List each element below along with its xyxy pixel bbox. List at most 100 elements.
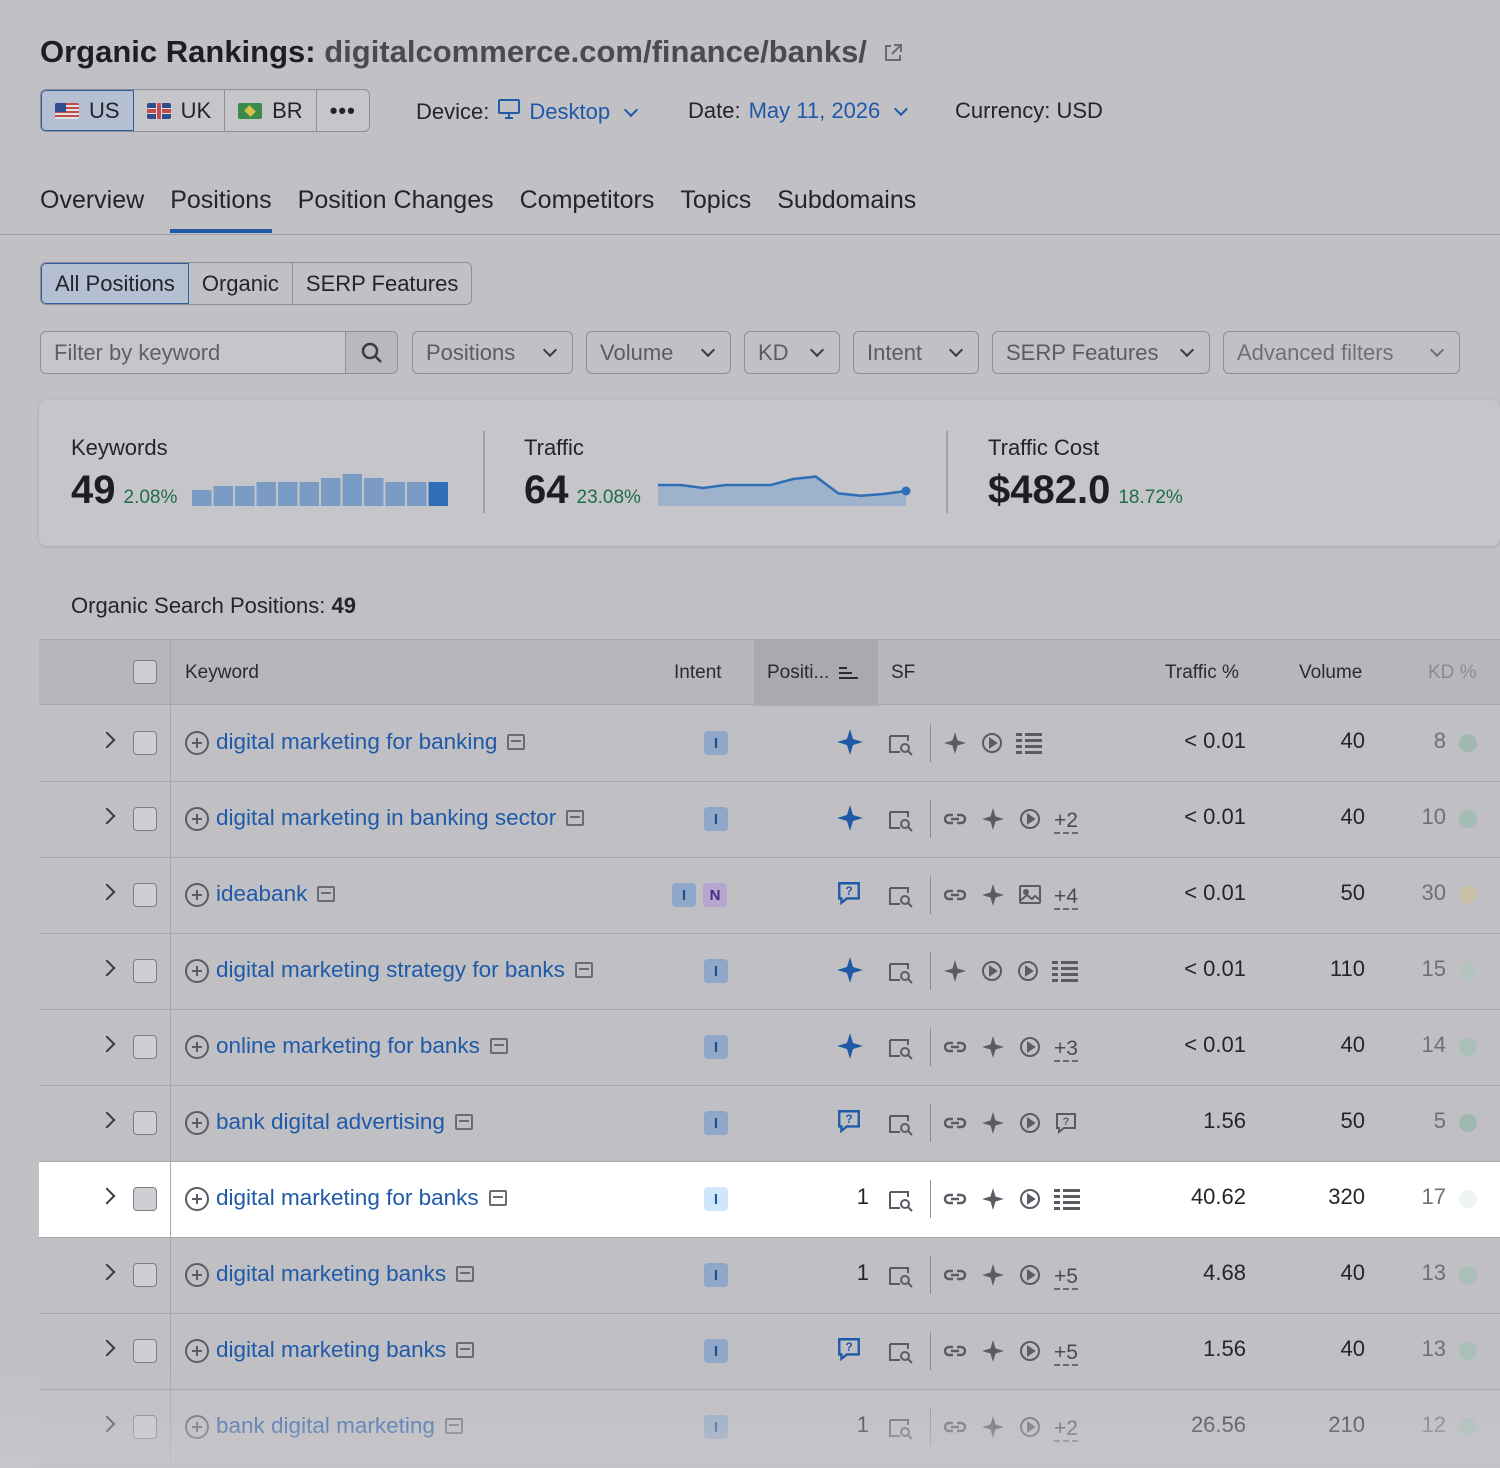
intent-badge-i[interactable]: I (704, 1339, 728, 1363)
domain-link[interactable]: digitalcommerce.com/finance/banks/ (324, 34, 867, 69)
row-checkbox[interactable] (133, 731, 157, 755)
country-br-button[interactable]: BR (225, 90, 317, 131)
intent-badge-i[interactable]: I (704, 1415, 728, 1439)
add-keyword-icon[interactable] (185, 731, 209, 755)
ai-overview-position-icon[interactable] (836, 956, 864, 989)
tab-topics[interactable]: Topics (680, 186, 752, 214)
intent-badge-i[interactable]: I (704, 959, 728, 983)
device-selector[interactable]: Device: Desktop (416, 98, 642, 126)
serp-snapshot-icon[interactable] (456, 1342, 475, 1358)
ai-overview-position-icon[interactable] (836, 804, 864, 837)
serp-lookup-icon[interactable] (888, 884, 914, 913)
date-selector[interactable]: Date: May 11, 2026 (688, 98, 912, 124)
row-checkbox[interactable] (133, 1263, 157, 1287)
add-keyword-icon[interactable] (185, 807, 209, 831)
serp-lookup-icon[interactable] (888, 1264, 914, 1293)
row-checkbox[interactable] (133, 959, 157, 983)
intent-badge-i[interactable]: I (704, 1111, 728, 1135)
select-all-checkbox[interactable] (133, 660, 157, 684)
keyword-link[interactable]: digital marketing banks (216, 1261, 475, 1287)
row-checkbox[interactable] (133, 1339, 157, 1363)
keyword-link[interactable]: digital marketing for banks (216, 1185, 507, 1211)
serp-lookup-icon[interactable] (888, 1416, 914, 1445)
serp-snapshot-icon[interactable] (444, 1418, 463, 1434)
more-features-link[interactable]: +3 (1054, 1036, 1078, 1062)
serp-lookup-icon[interactable] (888, 732, 914, 761)
more-features-link[interactable]: +5 (1054, 1264, 1078, 1290)
serp-features-filter-dropdown[interactable]: SERP Features (992, 331, 1210, 374)
serp-lookup-icon[interactable] (888, 808, 914, 837)
more-features-link[interactable]: +5 (1054, 1340, 1078, 1366)
expand-row-chevron-icon[interactable] (98, 1415, 116, 1433)
intent-badge-i[interactable]: I (672, 883, 696, 907)
row-checkbox[interactable] (133, 883, 157, 907)
segment-serp-features[interactable]: SERP Features (305, 270, 459, 296)
intent-badge-i[interactable]: I (704, 1035, 728, 1059)
kd-filter-dropdown[interactable]: KD (744, 331, 840, 374)
keyword-filter-input[interactable] (41, 332, 345, 373)
country-uk-button[interactable]: UK (134, 90, 226, 131)
serp-snapshot-icon[interactable] (454, 1114, 473, 1130)
serp-lookup-icon[interactable] (888, 960, 914, 989)
expand-row-chevron-icon[interactable] (98, 1339, 116, 1357)
column-keyword[interactable]: Keyword (185, 662, 259, 683)
serp-lookup-icon[interactable] (888, 1112, 914, 1141)
positions-filter-dropdown[interactable]: Positions (412, 331, 573, 374)
traffic-metric[interactable]: 64 23.08% (524, 468, 641, 512)
add-keyword-icon[interactable] (185, 959, 209, 983)
column-sf[interactable]: SF (891, 662, 916, 683)
intent-badge-i[interactable]: I (704, 1187, 728, 1211)
search-button[interactable] (345, 332, 397, 373)
expand-row-chevron-icon[interactable] (98, 1263, 116, 1281)
expand-row-chevron-icon[interactable] (98, 1111, 116, 1129)
country-us-button[interactable]: US (41, 90, 134, 131)
keyword-link[interactable]: digital marketing strategy for banks (216, 957, 593, 983)
expand-row-chevron-icon[interactable] (98, 1035, 116, 1053)
segment-organic[interactable]: Organic (189, 263, 293, 304)
column-volume[interactable]: Volume (1299, 662, 1363, 683)
tab-overview[interactable]: Overview (40, 186, 145, 214)
intent-badge-n[interactable]: N (703, 883, 727, 907)
external-link-icon[interactable] (882, 36, 904, 72)
expand-row-chevron-icon[interactable] (98, 959, 116, 977)
tab-competitors[interactable]: Competitors (519, 186, 655, 214)
keyword-link[interactable]: online marketing for banks (216, 1033, 508, 1059)
serp-snapshot-icon[interactable] (566, 810, 585, 826)
add-keyword-icon[interactable] (185, 1035, 209, 1059)
column-kd-percent[interactable]: KD % (1428, 662, 1477, 683)
serp-snapshot-icon[interactable] (507, 734, 526, 750)
intent-badge-i[interactable]: I (704, 1263, 728, 1287)
add-keyword-icon[interactable] (185, 1339, 209, 1363)
serp-snapshot-icon[interactable] (574, 962, 593, 978)
keyword-link[interactable]: digital marketing in banking sector (216, 805, 585, 831)
serp-snapshot-icon[interactable] (317, 886, 336, 902)
column-traffic-percent[interactable]: Traffic % (1165, 662, 1239, 683)
serp-snapshot-icon[interactable] (489, 1038, 508, 1054)
serp-snapshot-icon[interactable] (488, 1190, 507, 1206)
tab-position-changes[interactable]: Position Changes (297, 186, 494, 214)
add-keyword-icon[interactable] (185, 1187, 209, 1211)
serp-snapshot-icon[interactable] (456, 1266, 475, 1282)
advanced-filters-dropdown[interactable]: Advanced filters (1223, 331, 1460, 374)
serp-lookup-icon[interactable] (888, 1188, 914, 1217)
add-keyword-icon[interactable] (185, 1263, 209, 1287)
faq-position-icon[interactable]: ? (836, 880, 862, 911)
tab-subdomains[interactable]: Subdomains (777, 186, 917, 214)
serp-lookup-icon[interactable] (888, 1036, 914, 1065)
add-keyword-icon[interactable] (185, 1111, 209, 1135)
ai-overview-position-icon[interactable] (836, 728, 864, 761)
column-intent[interactable]: Intent (674, 662, 722, 683)
expand-row-chevron-icon[interactable] (98, 807, 116, 825)
expand-row-chevron-icon[interactable] (98, 883, 116, 901)
row-checkbox[interactable] (133, 1415, 157, 1439)
add-keyword-icon[interactable] (185, 1415, 209, 1439)
keyword-link[interactable]: bank digital advertising (216, 1109, 473, 1135)
keywords-metric[interactable]: 49 2.08% (71, 468, 178, 512)
intent-badge-i[interactable]: I (704, 807, 728, 831)
serp-lookup-icon[interactable] (888, 1340, 914, 1369)
expand-row-chevron-icon[interactable] (98, 731, 116, 749)
row-checkbox[interactable] (133, 807, 157, 831)
more-features-link[interactable]: +2 (1054, 808, 1078, 834)
faq-position-icon[interactable]: ? (836, 1108, 862, 1139)
more-features-link[interactable]: +2 (1054, 1416, 1078, 1442)
